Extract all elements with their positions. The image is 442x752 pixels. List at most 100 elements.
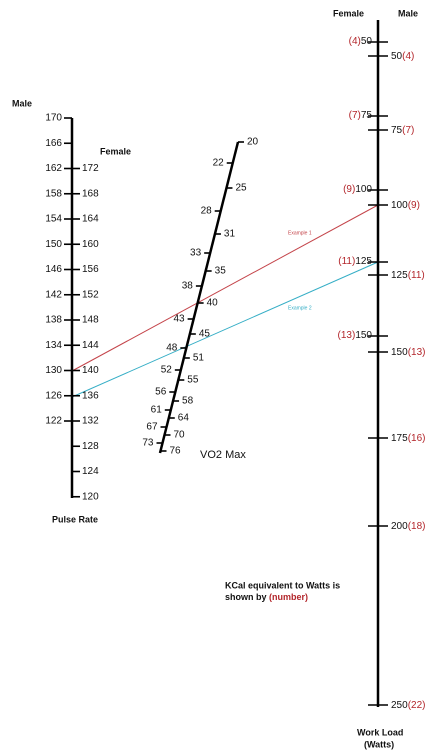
vo2-right-label: 40 [207, 298, 219, 309]
pulse-male-heading: Male [12, 98, 32, 108]
watts: 175 [391, 433, 408, 444]
example-line [71, 204, 379, 372]
vo2-left-label: 56 [155, 387, 167, 398]
vo2-right-label: 55 [187, 375, 199, 386]
vo2-axis [158, 141, 240, 454]
pulse-female-label: 136 [82, 390, 99, 401]
watts: 150 [355, 330, 372, 341]
watts: 50 [391, 51, 403, 62]
vo2-left-label: 33 [190, 248, 202, 259]
work-male-label: 200(18) [391, 521, 425, 532]
example-label: Example 1 [288, 230, 312, 236]
vo2-right-label: 25 [235, 183, 247, 194]
watts: 125 [391, 270, 408, 281]
work-female-label: (4)50 [349, 36, 373, 47]
vo2-right-label: 70 [174, 430, 186, 441]
kcal: (16) [408, 433, 426, 444]
example-line [71, 261, 379, 398]
work-male-label: 250(22) [391, 700, 425, 711]
work-male-label: 75(7) [391, 125, 414, 136]
work-caption-units: (Watts) [364, 739, 394, 749]
work-male-label: 175(16) [391, 433, 425, 444]
work-male-label: 50(4) [391, 51, 414, 62]
vo2-left-label: 73 [142, 438, 154, 449]
work-male-heading: Male [398, 8, 418, 18]
kcal: (7) [402, 125, 414, 136]
pulse-male-label: 150 [45, 239, 62, 250]
vo2-right-label: 76 [170, 446, 182, 457]
kcal: (11) [338, 256, 355, 267]
work-female-label: (13)150 [338, 330, 373, 341]
note-text: shown by [225, 592, 267, 602]
work-female-label: (7)75 [349, 110, 373, 121]
kcal: (13) [338, 330, 356, 341]
pulse-male-label: 122 [45, 416, 62, 427]
vo2-left-label: 28 [201, 206, 213, 217]
note-line: KCal equivalent to Watts is [225, 580, 340, 590]
pulse-female-label: 140 [82, 365, 99, 376]
vo2-right-label: 45 [199, 329, 211, 340]
pulse-female-label: 132 [82, 416, 99, 427]
pulse-male-label: 138 [45, 315, 62, 326]
pulse-male-label: 134 [45, 340, 62, 351]
watts: 125 [355, 256, 372, 267]
pulse-female-label: 172 [82, 163, 99, 174]
work-male-label: 125(11) [391, 270, 425, 281]
vo2-right-label: 31 [224, 229, 236, 240]
kcal: (18) [408, 521, 426, 532]
pulse-male-label: 170 [45, 113, 62, 124]
watts: 100 [391, 200, 408, 211]
pulse-female-label: 156 [82, 264, 99, 275]
work-caption: Work Load [357, 727, 403, 737]
pulse-female-label: 120 [82, 491, 99, 502]
watts: 75 [391, 125, 403, 136]
kcal: (22) [408, 700, 426, 711]
vo2-right-label: 20 [247, 137, 259, 148]
pulse-female-label: 152 [82, 289, 99, 300]
pulse-female-label: 160 [82, 239, 99, 250]
pulse-male-label: 166 [45, 138, 62, 149]
work-female-label: (11)125 [338, 256, 372, 267]
watts: 150 [391, 347, 408, 358]
watts: 250 [391, 700, 408, 711]
pulse-male-label: 130 [45, 365, 62, 376]
work-male-label: 100(9) [391, 200, 420, 211]
vo2-left-label: 48 [166, 343, 178, 354]
vo2-left-label: 67 [146, 422, 158, 433]
vo2-left-label: 38 [182, 281, 194, 292]
pulse-male-label: 146 [45, 264, 62, 275]
pulse-female-label: 144 [82, 340, 99, 351]
vo2-left-label: 61 [151, 405, 163, 416]
kcal: (4) [349, 36, 361, 47]
pulse-female-label: 164 [82, 214, 99, 225]
vo2-right-label: 35 [215, 266, 227, 277]
work-female-heading: Female [333, 8, 364, 18]
kcal: (7) [349, 110, 361, 121]
pulse-male-label: 158 [45, 188, 62, 199]
work-male-label: 150(13) [391, 347, 425, 358]
note-highlight: (number) [269, 592, 308, 602]
watts: 100 [355, 184, 372, 195]
kcal: (9) [343, 184, 355, 195]
work-female-label: (9)100 [343, 184, 372, 195]
vo2-caption: VO2 Max [200, 449, 246, 461]
pulse-female-label: 128 [82, 441, 99, 452]
watts: 50 [361, 36, 373, 47]
example-label: Example 2 [288, 305, 312, 311]
vo2-left-label: 43 [173, 314, 185, 325]
kcal: (11) [408, 270, 425, 281]
pulse-male-label: 126 [45, 390, 62, 401]
pulse-male-label: 162 [45, 163, 62, 174]
vo2-right-label: 58 [182, 396, 194, 407]
kcal: (9) [408, 200, 420, 211]
watts: 75 [361, 110, 373, 121]
pulse-female-heading: Female [100, 146, 131, 156]
vo2-right-label: 51 [193, 353, 205, 364]
vo2-left-label: 52 [161, 365, 173, 376]
pulse-male-label: 142 [45, 289, 62, 300]
pulse-female-label: 148 [82, 315, 99, 326]
kcal: (4) [402, 51, 414, 62]
pulse-female-label: 124 [82, 466, 99, 477]
vo2-left-label: 22 [213, 158, 225, 169]
